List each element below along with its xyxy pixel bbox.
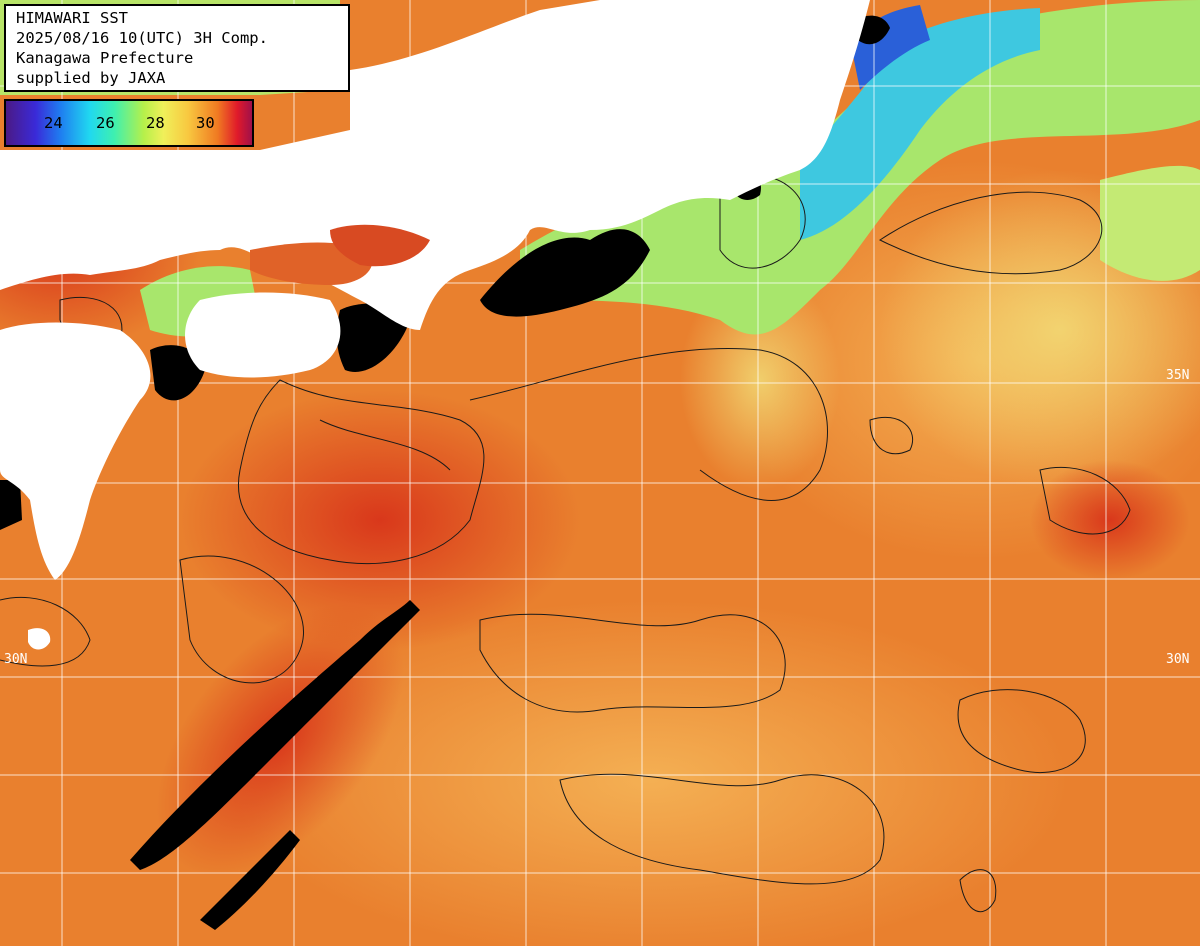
warm-zone-south [230, 600, 1070, 946]
colorbar-tick-28: 28 [146, 114, 165, 132]
colorbar-tick-30: 30 [196, 114, 215, 132]
honshu [0, 0, 870, 330]
hot-zone-center [180, 390, 580, 650]
shikoku [185, 292, 341, 378]
osaka-bay [330, 224, 430, 267]
cloud-mask [0, 15, 890, 930]
land [0, 0, 870, 650]
island-small [28, 628, 51, 650]
latitude-label-35n-right: 35N [1166, 368, 1190, 383]
map-title-box: HIMAWARI SST 2025/08/16 10(UTC) 3H Comp.… [4, 4, 350, 92]
title-line-credit: supplied by JAXA [16, 69, 166, 87]
title-line-prefecture: Kanagawa Prefecture [16, 49, 194, 67]
island-north [474, 159, 497, 186]
kyushu [0, 322, 151, 580]
latitude-label-30n-left: 30N [4, 652, 28, 667]
cool-water-east [1100, 165, 1200, 281]
title-line-datetime: 2025/08/16 10(UTC) 3H Comp. [16, 29, 268, 47]
temperature-colorbar: 24 26 28 30 [4, 99, 254, 147]
hot-zone-east [1030, 460, 1190, 580]
colorbar-tick-26: 26 [96, 114, 115, 132]
colorbar-tick-24: 24 [44, 114, 63, 132]
title-line-product: HIMAWARI SST [16, 9, 128, 27]
latitude-label-30n-right: 30N [1166, 652, 1190, 667]
cold-water-coast [800, 8, 1040, 240]
yellow-tongue [680, 270, 840, 490]
